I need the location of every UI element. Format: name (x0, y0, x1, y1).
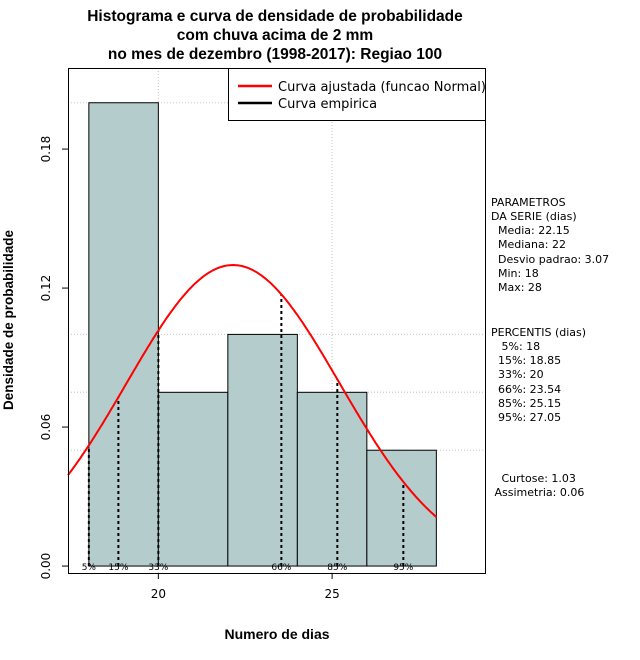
percentile-label-3: 66% (271, 563, 291, 573)
y-tick-label-1: 0.06 (39, 414, 53, 441)
histogram-bar-0 (88, 102, 159, 567)
params-title-1: PARAMETROS (491, 196, 566, 209)
percentile-label-1: 15% (108, 563, 128, 573)
percentile-label-5: 95% (393, 563, 413, 573)
percentil-5: 5%: 18 (491, 340, 541, 353)
y-axis: 0.00 0.06 0.12 0.18 (39, 136, 68, 580)
fitted-normal-curve (67, 263, 438, 518)
percentil-15: 15%: 18.85 (491, 354, 562, 367)
percentil-66: 66%: 23.54 (491, 383, 562, 396)
y-axis-label: Densidade de probabilidade (1, 229, 16, 410)
percentile-labels: 5% 15% 33% 66% 85% 95% (82, 563, 414, 573)
x-axis-label: Numero de dias (224, 626, 329, 642)
percentil-95: 95%: 27.05 (491, 411, 562, 424)
title-line-3: no mes de dezembro (1998-2017): Regiao 1… (108, 46, 442, 63)
percentile-lines (87, 294, 405, 567)
stat-min: Min: 18 (491, 267, 539, 280)
legend-label-empirical: Curva empirica (278, 97, 377, 112)
histogram-bar-4 (366, 449, 437, 567)
chart-title: Histograma e curva de densidade de proba… (87, 8, 463, 63)
stat-curtose: Curtose: 1.03 (491, 472, 576, 485)
percentile-label-2: 33% (148, 563, 168, 573)
percentile-label-4: 85% (327, 563, 347, 573)
stat-mediana: Mediana: 22 (491, 238, 566, 251)
y-tick-label-3: 0.18 (39, 136, 53, 163)
percentis-title: PERCENTIS (dias) (491, 326, 587, 339)
y-tick-label-2: 0.12 (39, 275, 53, 302)
stat-media: Media: 22.15 (491, 224, 570, 237)
fitted-curve-group (67, 263, 438, 518)
stat-assimetria: Assimetria: 0.06 (491, 486, 585, 499)
percentil-33: 33%: 20 (491, 368, 544, 381)
stat-desvio: Desvio padrao: 3.07 (491, 253, 610, 266)
title-line-1: Histograma e curva de densidade de proba… (87, 8, 463, 25)
histogram-bar-3 (296, 391, 368, 567)
percentile-label-0: 5% (82, 563, 97, 573)
x-tick-label-0: 20 (151, 587, 166, 601)
legend-box (228, 68, 486, 121)
histogram-bars (88, 102, 437, 567)
legend-label-fitted: Curva ajustada (funcao Normal) (278, 80, 486, 95)
histogram-bar-1 (157, 391, 229, 567)
stat-max: Max: 28 (491, 281, 542, 294)
percentil-85: 85%: 25.15 (491, 397, 562, 410)
x-axis: 20 25 (151, 573, 340, 601)
x-tick-label-1: 25 (324, 587, 339, 601)
legend: Curva ajustada (funcao Normal) Curva emp… (228, 68, 486, 121)
title-line-2: com chuva acima de 2 mm (177, 27, 373, 44)
y-tick-label-0: 0.00 (39, 553, 53, 580)
params-title-2: DA SERIE (dias) (491, 210, 577, 223)
histogram-bar-2 (227, 333, 298, 567)
